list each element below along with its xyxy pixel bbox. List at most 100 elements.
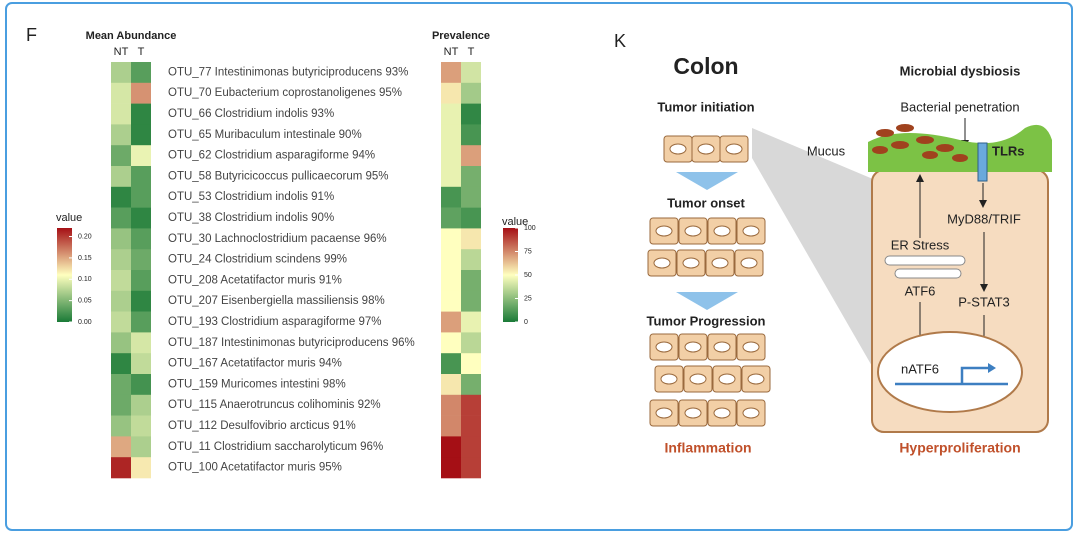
- row-label: OTU_115 Anaerotruncus colihominis 92%: [168, 399, 381, 411]
- legend-tick-label: 25: [524, 295, 532, 302]
- cell-nucleus: [713, 341, 731, 353]
- diagram-title: Colon: [673, 53, 738, 79]
- nucleus: [877, 331, 1023, 413]
- row-label: OTU_112 Desulfovibrio arcticus 91%: [168, 420, 356, 432]
- mucus-layer: [868, 124, 1052, 172]
- heatmap-cell: [461, 124, 481, 146]
- heatmap-cell: [441, 82, 461, 104]
- heatmap-cell: [461, 166, 481, 188]
- gene: [895, 366, 1008, 386]
- heatmap-cell: [111, 166, 131, 188]
- frame: [5, 2, 1073, 531]
- label: MyD88/TRIF: [947, 211, 1021, 226]
- row-label: OTU_66 Clostridium indolis 93%: [168, 108, 334, 120]
- cell-nucleus: [689, 373, 707, 385]
- heatmap-cell: [131, 311, 151, 333]
- legend-tick-label: 0.10: [78, 276, 92, 283]
- row-label: OTU_30 Lachnoclostridium pacaense 96%: [168, 233, 387, 245]
- bacteria: [872, 124, 968, 162]
- row-label: OTU_53 Clostridium indolis 91%: [168, 191, 334, 203]
- cell-nucleus: [684, 225, 702, 237]
- heatmap-cell: [441, 228, 461, 250]
- heatmap-cell: [131, 353, 151, 375]
- heatmap-cell: [461, 353, 481, 375]
- heatmap-cell: [131, 124, 151, 146]
- cell-nucleus: [725, 143, 743, 155]
- panel-label: F: [26, 25, 37, 45]
- heatmap-cell: [111, 415, 131, 437]
- row-label: OTU_193 Clostridium asparagiforme 97%: [168, 316, 381, 328]
- heatmap-cell: [441, 103, 461, 125]
- column-label: T: [138, 46, 145, 58]
- heatmap-cell: [441, 249, 461, 271]
- label: TLRs: [992, 143, 1025, 158]
- heatmap-cell: [461, 415, 481, 437]
- row-label: OTU_11 Clostridium saccharolyticum 96%: [168, 441, 383, 453]
- legend-title: value: [502, 216, 528, 228]
- row-label: OTU_208 Acetatifactor muris 91%: [168, 274, 342, 286]
- heatmap-cell: [461, 103, 481, 125]
- row-label: OTU_62 Clostridium asparagiforme 94%: [168, 150, 375, 162]
- column-label: T: [468, 46, 475, 58]
- heatmap-cell: [461, 62, 481, 84]
- heatmap-cell: [111, 374, 131, 396]
- heatmap-cell: [131, 415, 151, 437]
- heatmap-cell: [111, 249, 131, 271]
- stage: Tumor Progression: [647, 313, 766, 328]
- row-label: OTU_187 Intestinimonas butyriciproducens…: [168, 337, 415, 349]
- legend-tick-label: 0.20: [78, 233, 92, 240]
- heatmap-cell: [461, 311, 481, 333]
- heatmap-cell: [441, 394, 461, 416]
- arrow: [676, 172, 738, 190]
- heatmap-title: Prevalence: [432, 30, 490, 42]
- heatmap-cell: [111, 436, 131, 458]
- heatmap-title: Mean Abundance: [86, 30, 177, 42]
- heatmap-cell: [461, 290, 481, 312]
- cell-nucleus: [713, 407, 731, 419]
- heatmap-cell: [441, 124, 461, 146]
- heatmap-cell: [441, 207, 461, 229]
- legend-tick-label: 0.05: [78, 297, 92, 304]
- heatmap-cell: [461, 457, 481, 479]
- cell-nucleus: [660, 373, 678, 385]
- footer: Inflammation: [664, 440, 751, 456]
- heatmap-cell: [111, 311, 131, 333]
- legend-tick-label: 100: [524, 225, 536, 232]
- heatmap-cell: [441, 62, 461, 84]
- cell-nucleus: [718, 373, 736, 385]
- heatmap-cell: [131, 436, 151, 458]
- cell-title: Microbial dysbiosis: [900, 63, 1021, 78]
- receptor: [977, 142, 988, 182]
- cell-nucleus: [655, 407, 673, 419]
- heatmap-cell: [461, 228, 481, 250]
- heatmap-cell: [111, 62, 131, 84]
- row-label: OTU_100 Acetatifactor muris 95%: [168, 462, 342, 474]
- heatmap-cell: [131, 82, 151, 104]
- heatmap-cell: [441, 332, 461, 354]
- heatmap-cell: [131, 228, 151, 250]
- heatmap-cell: [111, 353, 131, 375]
- cell-nucleus: [669, 143, 687, 155]
- heatmap-cell: [111, 145, 131, 167]
- cell-nucleus: [684, 341, 702, 353]
- heatmap-cell: [441, 353, 461, 375]
- heatmap-cell: [461, 374, 481, 396]
- legend-tick-label: 0: [524, 319, 528, 326]
- heatmap-cell: [131, 145, 151, 167]
- heatmap-cell: [111, 394, 131, 416]
- cell-nucleus: [742, 407, 760, 419]
- heatmap-cell: [461, 145, 481, 167]
- heatmap-cell: [131, 249, 151, 271]
- heatmap-cell: [131, 207, 151, 229]
- er: [884, 255, 966, 279]
- row-label: OTU_70 Eubacterium coprostanoligenes 95%: [168, 87, 402, 99]
- row-label: OTU_65 Muribaculum intestinale 90%: [168, 129, 362, 141]
- heatmap-cell: [131, 374, 151, 396]
- legend-tick-label: 0.15: [78, 255, 92, 262]
- legend-tick-label: 75: [524, 248, 532, 255]
- heatmap-cell: [461, 207, 481, 229]
- heatmap-cell: [131, 186, 151, 208]
- diagram: K Colon Tumor initiation Tumor onset Tum…: [614, 31, 1052, 456]
- cell-nucleus: [697, 143, 715, 155]
- heatmap-cell: [461, 270, 481, 292]
